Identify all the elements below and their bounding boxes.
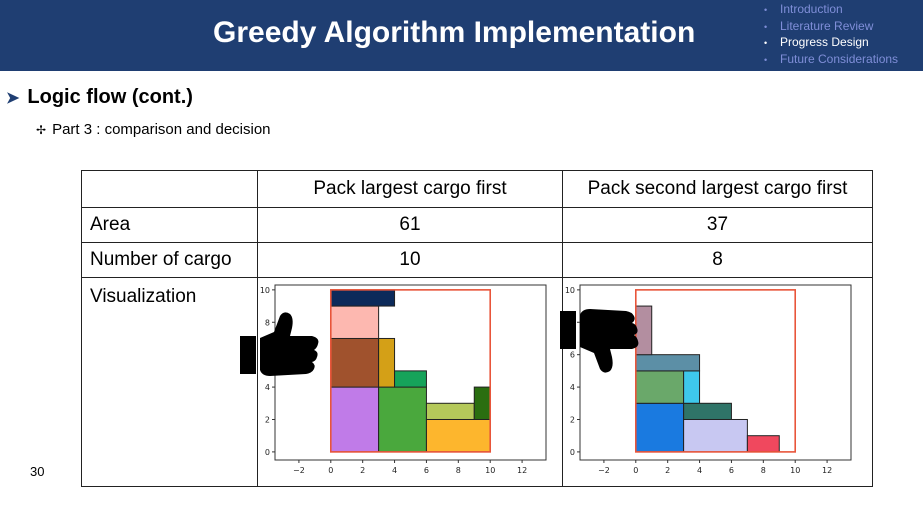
table-cell: 8 bbox=[562, 242, 873, 278]
table-row: Number of cargo 10 8 bbox=[81, 242, 873, 278]
x-tick-label: 8 bbox=[761, 466, 766, 475]
nav-item-future-considerations[interactable]: • Future Considerations bbox=[764, 52, 898, 69]
x-tick-label: 10 bbox=[485, 466, 495, 475]
row-label: Number of cargo bbox=[81, 242, 258, 278]
table-header-cell bbox=[81, 170, 258, 208]
y-tick-label: 8 bbox=[265, 318, 270, 327]
cargo-box bbox=[635, 370, 685, 404]
container-outline bbox=[329, 289, 492, 453]
y-tick-label: 6 bbox=[570, 351, 575, 360]
x-tick-label: 10 bbox=[790, 466, 800, 475]
nav-bullet-icon: • bbox=[764, 21, 768, 32]
y-tick-label: 10 bbox=[565, 286, 575, 295]
x-tick-label: 4 bbox=[392, 466, 397, 475]
x-tick-label: −2 bbox=[598, 466, 610, 475]
x-tick-label: 0 bbox=[328, 466, 333, 475]
x-tick-label: 12 bbox=[517, 466, 527, 475]
section-nav: • Introduction • Literature Review • Progre… bbox=[764, 2, 898, 68]
cargo-box bbox=[425, 402, 475, 420]
y-tick-label: 2 bbox=[265, 415, 270, 424]
row-label: Area bbox=[81, 207, 258, 243]
x-tick-label: 2 bbox=[360, 466, 365, 475]
x-tick-label: −2 bbox=[293, 466, 305, 475]
y-tick-label: 2 bbox=[570, 415, 575, 424]
x-tick-label: 4 bbox=[697, 466, 702, 475]
x-tick-label: 6 bbox=[729, 466, 734, 475]
nav-item-progress-design[interactable]: • Progress Design bbox=[764, 35, 898, 52]
row-label: Visualization bbox=[81, 277, 258, 487]
cargo-box bbox=[330, 289, 396, 307]
table-cell: 37 bbox=[562, 207, 873, 243]
x-tick-label: 6 bbox=[424, 466, 429, 475]
x-tick-label: 12 bbox=[822, 466, 832, 475]
slide-title: Greedy Algorithm Implementation bbox=[213, 16, 696, 49]
table-header-row: Pack largest cargo first Pack second lar… bbox=[81, 170, 873, 208]
container-outline bbox=[634, 289, 797, 453]
sub-bullet-icon: ✢ bbox=[36, 123, 47, 137]
cargo-box bbox=[394, 370, 427, 388]
x-tick-label: 0 bbox=[633, 466, 638, 475]
cargo-box bbox=[635, 354, 701, 372]
cargo-box bbox=[683, 402, 732, 420]
arrow-bullet-icon: ➤ bbox=[6, 90, 20, 107]
thumbs-down-icon bbox=[560, 309, 639, 373]
table-cell: 10 bbox=[257, 242, 563, 278]
cargo-box bbox=[473, 386, 491, 420]
cargo-box bbox=[635, 402, 685, 453]
y-tick-label: 0 bbox=[265, 448, 270, 457]
packing-plot-largest-first: −20246810120246810 bbox=[260, 284, 547, 475]
table-header-cell: Pack second largest cargo first bbox=[562, 170, 873, 208]
cargo-box bbox=[330, 337, 380, 388]
cargo-box bbox=[330, 305, 380, 339]
cargo-box bbox=[683, 370, 701, 404]
cargo-box bbox=[378, 337, 396, 388]
nav-bullet-icon: • bbox=[764, 54, 768, 65]
table-row: Area 61 37 bbox=[81, 207, 873, 243]
y-tick-label: 0 bbox=[570, 448, 575, 457]
sub-point-text: Part 3 : comparison and decision bbox=[52, 121, 271, 138]
heading-text: Logic flow (cont.) bbox=[27, 86, 193, 108]
cargo-box bbox=[683, 418, 748, 453]
nav-bullet-icon: • bbox=[764, 38, 768, 48]
y-tick-label: 4 bbox=[570, 383, 575, 392]
cargo-box bbox=[378, 386, 427, 453]
cargo-box bbox=[746, 435, 780, 453]
section-heading: ➤ Logic flow (cont.) bbox=[6, 86, 193, 109]
cargo-box bbox=[330, 386, 380, 453]
sub-point: ✢ Part 3 : comparison and decision bbox=[36, 121, 271, 138]
nav-bullet-icon: • bbox=[764, 5, 768, 15]
cargo-box bbox=[425, 418, 491, 453]
y-tick-label: 4 bbox=[265, 383, 270, 392]
page-number: 30 bbox=[30, 464, 45, 479]
nav-item-introduction[interactable]: • Introduction bbox=[764, 2, 898, 19]
nav-item-literature-review[interactable]: • Literature Review bbox=[764, 19, 898, 36]
x-tick-label: 2 bbox=[665, 466, 670, 475]
title-banner: Greedy Algorithm Implementation • Introdu… bbox=[0, 0, 923, 71]
thumbs-up-icon bbox=[240, 312, 319, 376]
x-tick-label: 8 bbox=[456, 466, 461, 475]
table-cell: 61 bbox=[257, 207, 563, 243]
table-header-cell: Pack largest cargo first bbox=[257, 170, 563, 208]
y-tick-label: 10 bbox=[260, 286, 270, 295]
